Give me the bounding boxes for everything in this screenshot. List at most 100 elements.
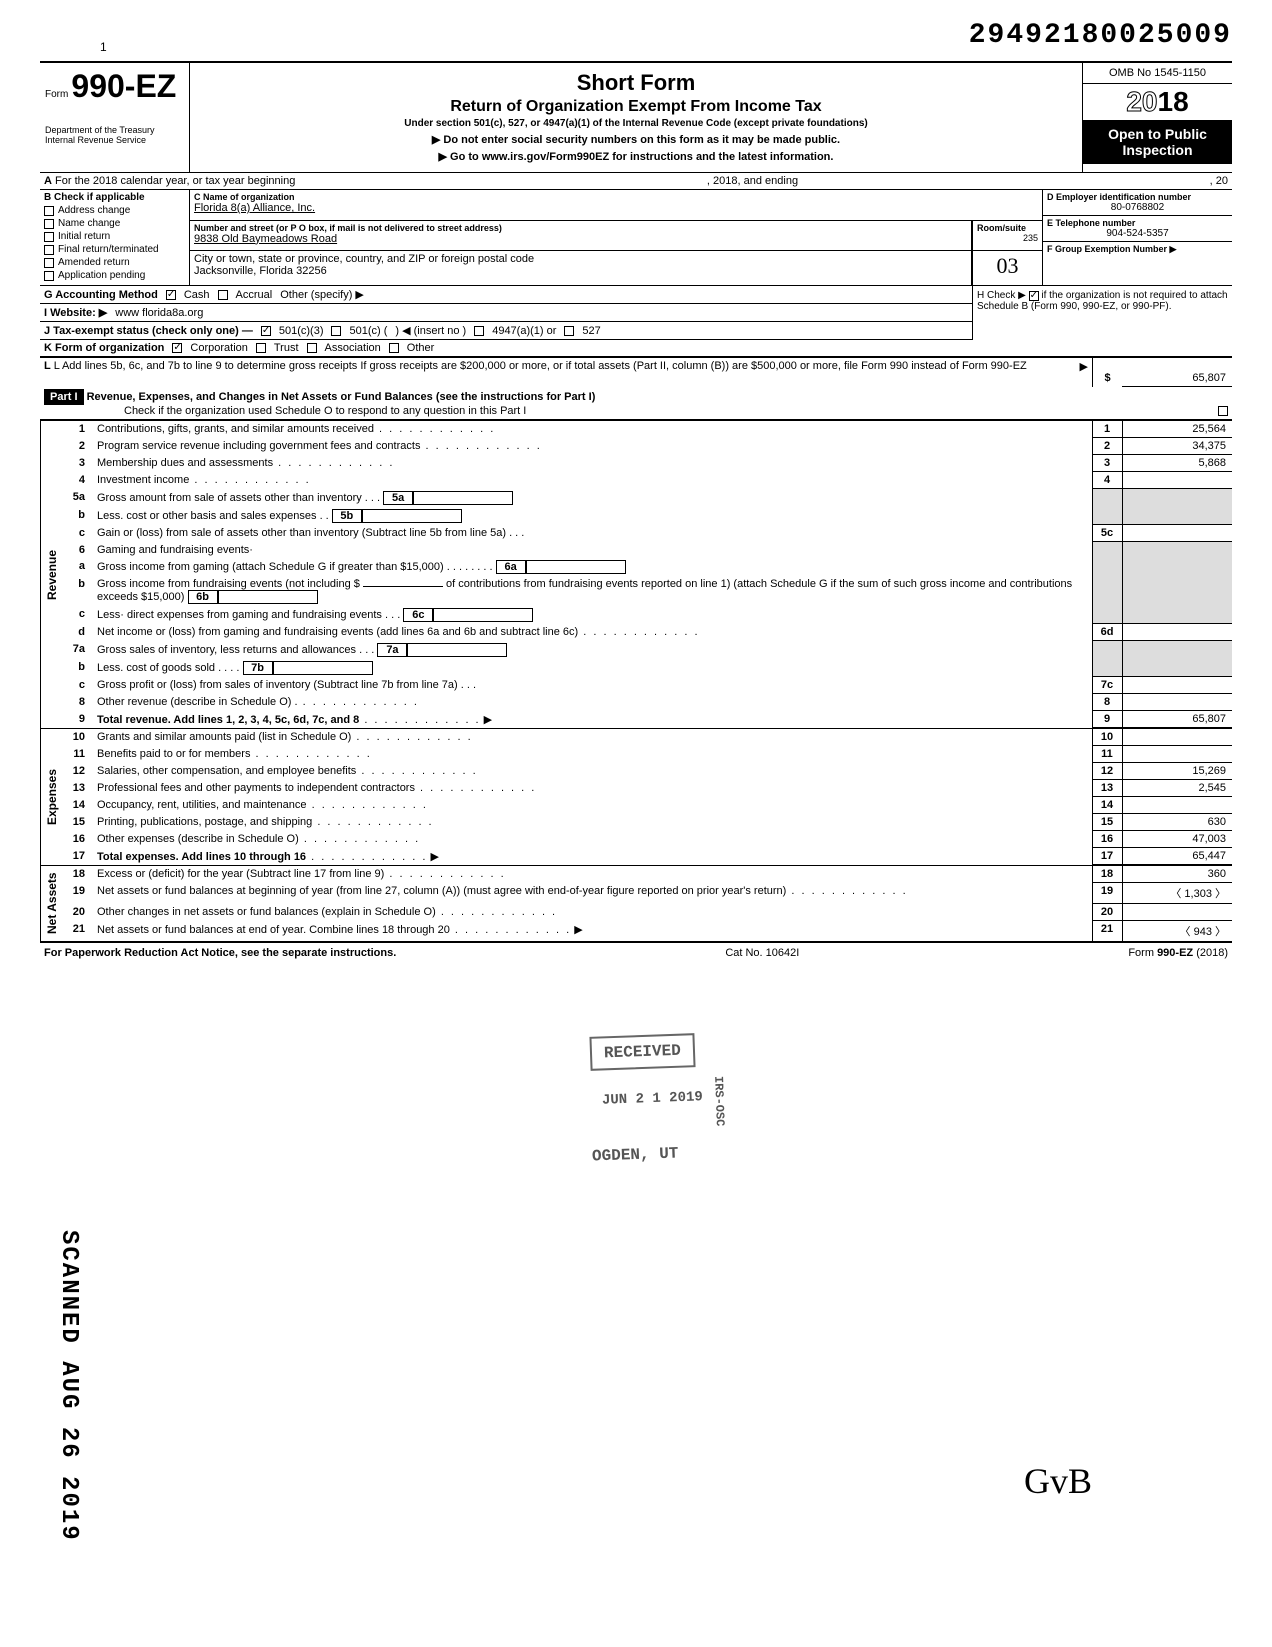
checkbox-cash[interactable] xyxy=(166,290,176,300)
checkbox-501c[interactable] xyxy=(331,326,341,336)
label-ein: D Employer identification number xyxy=(1047,192,1228,202)
line-1-desc: Contributions, gifts, grants, and simila… xyxy=(93,421,1092,438)
checkbox-initial-return[interactable] xyxy=(44,232,54,242)
row-k: K Form of organization Corporation Trust… xyxy=(40,340,1232,357)
line-9-val: 65,807 xyxy=(1122,711,1232,728)
label-g: G Accounting Method xyxy=(44,289,158,301)
checkbox-trust[interactable] xyxy=(256,343,266,353)
line-13-rn: 13 xyxy=(1092,780,1122,797)
label-527: 527 xyxy=(582,325,600,337)
line-6d-num: d xyxy=(63,624,93,641)
line-6c-val xyxy=(1122,606,1232,624)
line-16-rn: 16 xyxy=(1092,831,1122,848)
line-6c-rn xyxy=(1092,606,1122,624)
checkbox-address-change[interactable] xyxy=(44,206,54,216)
label-accrual: Accrual xyxy=(236,289,273,301)
line-7b-val xyxy=(1122,659,1232,677)
footer-left: For Paperwork Reduction Act Notice, see … xyxy=(44,947,396,959)
row-l-arrow: ▶ xyxy=(1080,360,1088,373)
line-3-desc: Membership dues and assessments xyxy=(93,455,1092,472)
line-20-desc: Other changes in net assets or fund bala… xyxy=(93,904,1092,921)
part1-header: Part I Revenue, Expenses, and Changes in… xyxy=(40,387,1232,420)
line-4-num: 4 xyxy=(63,472,93,489)
line-19-desc: Net assets or fund balances at beginning… xyxy=(93,883,1092,904)
line-6-rn xyxy=(1092,542,1122,558)
irs-osc-stamp: IRS-OSC xyxy=(699,1069,739,1133)
line-10-num: 10 xyxy=(63,729,93,746)
netassets-section: Net Assets 18Excess or (deficit) for the… xyxy=(40,865,1232,941)
city-state-zip: Jacksonville, Florida 32256 xyxy=(194,265,967,277)
label-initial-return: Initial return xyxy=(58,231,110,242)
row-i: I Website: ▶ www florida8a.org xyxy=(40,304,972,322)
checkbox-part1-schedule-o[interactable] xyxy=(1218,406,1228,416)
line-18-desc: Excess or (deficit) for the year (Subtra… xyxy=(93,866,1092,883)
label-app-pending: Application pending xyxy=(58,270,145,281)
label-k: K Form of organization xyxy=(44,342,164,354)
label-phone: E Telephone number xyxy=(1047,218,1228,228)
line-4-desc: Investment income xyxy=(93,472,1092,489)
line-2-num: 2 xyxy=(63,438,93,455)
checkbox-other-org[interactable] xyxy=(389,343,399,353)
line-15-val: 630 xyxy=(1122,814,1232,831)
checkbox-name-change[interactable] xyxy=(44,219,54,229)
section-bcd: B Check if applicable Address change Nam… xyxy=(40,190,1232,286)
goto-url: ▶ Go to www.irs.gov/Form990EZ for instru… xyxy=(195,150,1077,163)
line-16-val: 47,003 xyxy=(1122,831,1232,848)
line-18-rn: 18 xyxy=(1092,866,1122,883)
line-10-val xyxy=(1122,729,1232,746)
line-6d-rn: 6d xyxy=(1092,624,1122,641)
line-8-val xyxy=(1122,694,1232,711)
line-11-rn: 11 xyxy=(1092,746,1122,763)
line-8-rn: 8 xyxy=(1092,694,1122,711)
line-11-desc: Benefits paid to or for members xyxy=(93,746,1092,763)
line-6a-val xyxy=(1122,558,1232,576)
row-a-end: , 20 xyxy=(1210,175,1228,187)
label-city: City or town, state or province, country… xyxy=(194,253,967,265)
checkbox-527[interactable] xyxy=(564,326,574,336)
label-website: I Website: ▶ xyxy=(44,306,107,319)
line-5b-rn xyxy=(1092,507,1122,525)
line-4-rn: 4 xyxy=(1092,472,1122,489)
org-name: Florida 8(a) Alliance, Inc. xyxy=(194,202,1038,214)
checkbox-final-return[interactable] xyxy=(44,245,54,255)
label-other-method: Other (specify) ▶ xyxy=(280,288,364,301)
checkbox-4947[interactable] xyxy=(474,326,484,336)
form-title: Short Form xyxy=(195,70,1077,96)
row-l-amount: 65,807 xyxy=(1122,358,1232,387)
line-10-rn: 10 xyxy=(1092,729,1122,746)
line-7c-rn: 7c xyxy=(1092,677,1122,694)
label-room: Room/suite xyxy=(977,223,1038,233)
line-16-num: 16 xyxy=(63,831,93,848)
line-5b-desc: Less. cost or other basis and sales expe… xyxy=(93,507,1092,525)
label-org-name: C Name of organization xyxy=(194,192,1038,202)
line-14-val xyxy=(1122,797,1232,814)
checkbox-501c3[interactable] xyxy=(261,326,271,336)
expenses-label: Expenses xyxy=(40,729,63,865)
line-5a-num: 5a xyxy=(63,489,93,507)
line-16-desc: Other expenses (describe in Schedule O) xyxy=(93,831,1092,848)
checkbox-accrual[interactable] xyxy=(218,290,228,300)
line-11-num: 11 xyxy=(63,746,93,763)
line-3-num: 3 xyxy=(63,455,93,472)
expenses-table: 10Grants and similar amounts paid (list … xyxy=(63,729,1232,865)
checkbox-assoc[interactable] xyxy=(307,343,317,353)
label-group-exemption: F Group Exemption Number ▶ xyxy=(1047,244,1228,255)
label-corp: Corporation xyxy=(190,342,247,354)
checkbox-h[interactable] xyxy=(1029,291,1039,301)
row-g: G Accounting Method Cash Accrual Other (… xyxy=(40,286,972,304)
dept-treasury: Department of the Treasury Internal Reve… xyxy=(45,105,184,145)
line-7a-num: 7a xyxy=(63,641,93,659)
label-insert: ) ◀ (insert no ) xyxy=(395,324,466,337)
line-7b-desc: Less. cost of goods sold . . . . 7b xyxy=(93,659,1092,677)
checkbox-amended[interactable] xyxy=(44,258,54,268)
checkbox-app-pending[interactable] xyxy=(44,271,54,281)
line-12-desc: Salaries, other compensation, and employ… xyxy=(93,763,1092,780)
line-6b-rn xyxy=(1092,576,1122,606)
netassets-label: Net Assets xyxy=(40,866,63,941)
line-9-desc: Total revenue. Add lines 1, 2, 3, 4, 5c,… xyxy=(93,711,1092,728)
line-7c-num: c xyxy=(63,677,93,694)
netassets-table: 18Excess or (deficit) for the year (Subt… xyxy=(63,866,1232,941)
checkbox-corp[interactable] xyxy=(172,343,182,353)
row-l-dollar: $ xyxy=(1092,358,1122,387)
line-1-rn: 1 xyxy=(1092,421,1122,438)
